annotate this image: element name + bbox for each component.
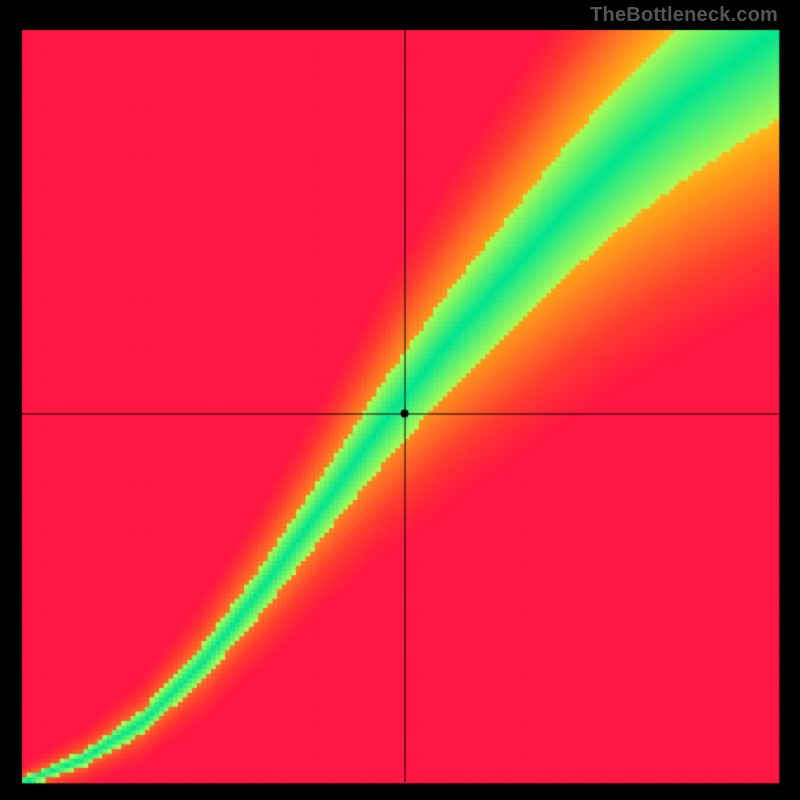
chart-container: TheBottleneck.com bbox=[0, 0, 800, 800]
bottleneck-heatmap bbox=[0, 0, 800, 800]
watermark-text: TheBottleneck.com bbox=[590, 4, 778, 27]
